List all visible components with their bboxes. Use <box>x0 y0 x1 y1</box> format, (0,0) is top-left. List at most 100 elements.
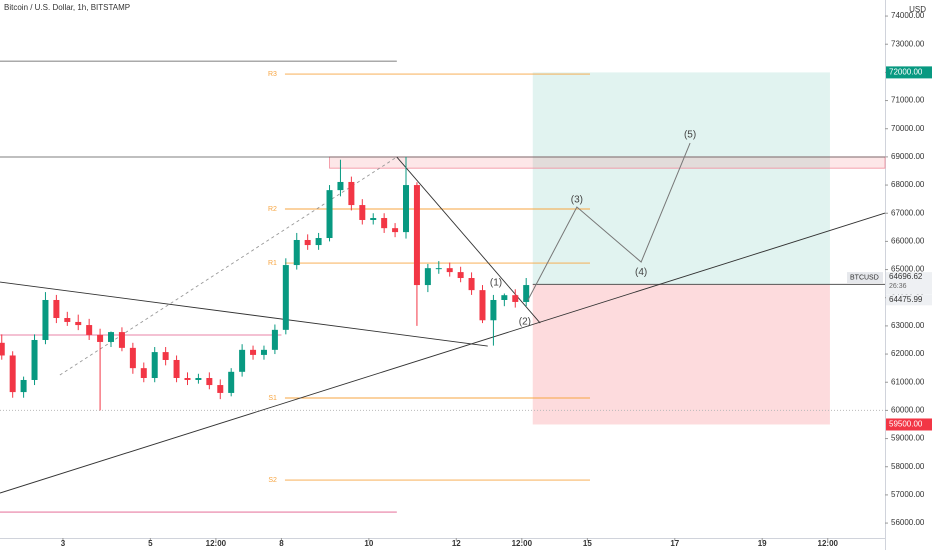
y-tick-label: 56000.00 <box>891 518 925 527</box>
y-tick-label: 71000.00 <box>891 96 925 105</box>
candle-body <box>501 295 508 300</box>
y-tick-label: 67000.00 <box>891 208 925 217</box>
y-tick-label: 74000.00 <box>891 11 925 20</box>
candle-body <box>403 185 410 233</box>
pivot-label: R1 <box>268 260 277 267</box>
candle-body <box>271 329 278 350</box>
y-tick-label: 63000.00 <box>891 321 925 330</box>
candle-body <box>413 185 420 286</box>
wave-path <box>527 142 691 301</box>
target-tag-box <box>886 66 932 79</box>
candle-body <box>337 181 344 191</box>
candle-body <box>446 268 453 273</box>
candle-body <box>239 349 246 372</box>
loss-zone <box>532 284 830 425</box>
x-tick-label: 12:00 <box>512 539 533 548</box>
candle-body <box>64 318 71 322</box>
x-tick-label: 10 <box>364 539 373 548</box>
y-tick-label: 65000.00 <box>891 265 925 274</box>
candle-body <box>75 321 82 326</box>
stop-tag-box <box>886 418 932 431</box>
countdown-label: 26:36 <box>889 283 907 290</box>
candle-body <box>381 218 388 229</box>
entry-box <box>886 294 932 306</box>
candle-body <box>53 299 60 319</box>
last-price-label: 64696.62 <box>889 272 923 281</box>
candle-body <box>304 239 311 246</box>
candle-body <box>151 352 158 379</box>
candle-body <box>512 295 519 302</box>
candle-body <box>457 272 464 279</box>
y-tick-label: 70000.00 <box>891 124 925 133</box>
candle-body <box>97 334 104 342</box>
candle-body <box>217 385 224 393</box>
y-tick-label: 58000.00 <box>891 462 925 471</box>
y-tick-label: 60000.00 <box>891 406 925 415</box>
x-tick-label: 3 <box>61 539 66 548</box>
candle-body <box>468 278 475 291</box>
symbol-label: BTCUSD <box>850 274 879 281</box>
candle-body <box>173 359 180 379</box>
candle-body <box>228 371 235 393</box>
x-tick-label: 12 <box>452 539 461 548</box>
x-tick-label: 12:00 <box>206 539 227 548</box>
y-tick-label: 66000.00 <box>891 237 925 246</box>
trendline <box>0 212 886 494</box>
candle-body <box>359 205 366 220</box>
candle-body <box>490 299 497 321</box>
stop-tag-label: 59500.00 <box>889 420 923 429</box>
symbol-box <box>847 272 883 284</box>
candle-body <box>293 239 300 266</box>
x-tick-label: 8 <box>279 539 284 548</box>
pivot-label: R3 <box>268 71 277 78</box>
axis-unit: USD <box>909 5 926 14</box>
pivot-label: S1 <box>268 395 277 402</box>
y-tick-label: 57000.00 <box>891 490 925 499</box>
y-tick-label: 59000.00 <box>891 434 925 443</box>
x-tick-label: 5 <box>148 539 153 548</box>
target-tag-label: 72000.00 <box>889 67 923 76</box>
profit-zone <box>532 72 830 285</box>
candle-body <box>0 342 5 356</box>
candle-body <box>326 190 333 239</box>
y-tick-label: 62000.00 <box>891 349 925 358</box>
x-tick-label: 17 <box>670 539 679 548</box>
resistance-zone <box>329 156 886 169</box>
candle-body <box>195 378 202 380</box>
wave-label: (1) <box>490 278 502 289</box>
y-tick-label: 68000.00 <box>891 180 925 189</box>
trendline <box>59 156 398 376</box>
candle-body <box>20 379 27 393</box>
x-tick-label: 12:00 <box>818 539 839 548</box>
candle-body <box>42 299 49 340</box>
pivot-label: S2 <box>268 477 277 484</box>
candle-body <box>162 352 169 360</box>
candle-body <box>118 332 125 348</box>
y-tick-label: 69000.00 <box>891 152 925 161</box>
candle-body <box>184 378 191 380</box>
candle-body <box>260 349 267 355</box>
wave-label: (2) <box>519 317 531 328</box>
candle-body <box>315 238 322 246</box>
wave-label: (3) <box>571 194 583 205</box>
candle-body <box>108 332 115 342</box>
wave-label: (5) <box>684 130 696 141</box>
y-tick-label: 73000.00 <box>891 39 925 48</box>
candle-body <box>140 368 147 379</box>
candle-body <box>282 265 289 330</box>
candle-body <box>206 378 213 386</box>
candle-body <box>392 228 399 233</box>
x-tick-label: 19 <box>758 539 767 548</box>
candle-body <box>435 268 442 270</box>
candle-body <box>479 290 486 321</box>
candle-body <box>370 218 377 220</box>
wave-label: (4) <box>635 267 647 278</box>
trendline <box>0 281 488 347</box>
candle-body <box>129 347 136 369</box>
entry-label: 64475.99 <box>889 295 923 304</box>
chart-title: Bitcoin / U.S. Dollar, 1h, BITSTAMP <box>4 3 130 12</box>
candle-body <box>31 339 38 380</box>
candle-body <box>86 325 93 335</box>
